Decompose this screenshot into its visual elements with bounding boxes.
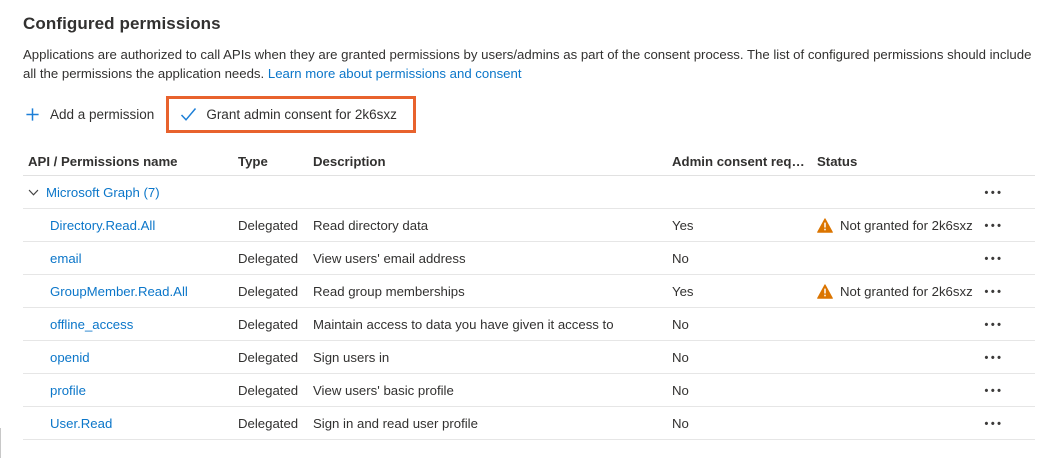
header-description: Description [313,153,386,169]
header-status: Status [817,153,858,169]
header-api-permissions-name: API / Permissions name [28,153,178,169]
permissions-table: API / Permissions name Type Description … [23,147,1035,440]
permission-description: View users' email address [313,250,466,266]
permission-description: Sign users in [313,349,390,365]
table-body: Directory.Read.All Delegated Read direct… [23,209,1035,440]
api-group-link[interactable]: Microsoft Graph (7) [46,184,160,200]
checkmark-icon [180,106,197,123]
page-title: Configured permissions [23,14,221,33]
permission-type: Delegated [238,316,299,332]
table-row: offline_access Delegated Maintain access… [23,308,1035,341]
permission-description: Read directory data [313,217,429,233]
table-row: GroupMember.Read.All Delegated Read grou… [23,275,1035,308]
learn-more-link[interactable]: Learn more about permissions and consent [267,66,522,81]
permission-type: Delegated [238,382,299,398]
permission-name-link[interactable]: GroupMember.Read.All [50,283,188,299]
permission-description: Maintain access to data you have given i… [313,316,614,332]
admin-consent-required-value: No [672,316,689,332]
status-cell: Not granted for 2k6sxz [817,284,977,299]
status-text: Not granted for 2k6sxz [840,283,973,299]
admin-consent-required-value: No [672,250,689,266]
pane-edge-divider [0,428,1,458]
table-row: profile Delegated View users' basic prof… [23,374,1035,407]
ellipsis-icon[interactable] [984,321,1003,328]
add-permission-label: Add a permission [50,106,155,122]
ellipsis-icon[interactable] [984,387,1003,394]
api-group-row: Microsoft Graph (7) [23,176,1035,209]
ellipsis-icon[interactable] [984,255,1003,262]
permission-name-link[interactable]: openid [50,349,90,365]
admin-consent-required-value: No [672,415,689,431]
ellipsis-icon[interactable] [984,420,1003,427]
permission-type: Delegated [238,349,299,365]
permission-name-link[interactable]: offline_access [50,316,134,332]
admin-consent-required-value: Yes [672,283,694,299]
permission-description: View users' basic profile [313,382,454,398]
description-text: Applications are authorized to call APIs… [23,45,1035,83]
ellipsis-icon[interactable] [984,288,1003,295]
add-permission-button[interactable]: Add a permission [24,106,154,123]
permission-name-link[interactable]: Directory.Read.All [50,217,156,233]
header-type: Type [238,153,268,169]
toolbar: Add a permission Grant admin consent for… [23,94,1035,134]
table-row: openid Delegated Sign users in No [23,341,1035,374]
permission-type: Delegated [238,283,299,299]
status-text: Not granted for 2k6sxz [840,217,973,233]
ellipsis-icon[interactable] [984,189,1003,196]
permission-name-link[interactable]: User.Read [50,415,113,431]
plus-icon [24,106,41,123]
admin-consent-required-value: No [672,349,689,365]
permission-name-link[interactable]: profile [50,382,86,398]
chevron-down-icon[interactable] [27,185,41,199]
admin-consent-required-value: No [672,382,689,398]
permission-name-link[interactable]: email [50,250,82,266]
table-row: Directory.Read.All Delegated Read direct… [23,209,1035,242]
admin-consent-required-value: Yes [672,217,694,233]
grant-admin-consent-button[interactable]: Grant admin consent for 2k6sxz [180,106,397,123]
warning-triangle-icon [817,217,833,233]
permission-type: Delegated [238,217,299,233]
grant-admin-consent-label: Grant admin consent for 2k6sxz [206,106,397,122]
warning-triangle-icon [817,283,833,299]
ellipsis-icon[interactable] [984,222,1003,229]
status-cell: Not granted for 2k6sxz [817,218,977,233]
permission-description: Sign in and read user profile [313,415,478,431]
header-admin-consent-required: Admin consent requ... [672,153,811,169]
ellipsis-icon[interactable] [984,354,1003,361]
permission-description: Read group memberships [313,283,465,299]
table-row: email Delegated View users' email addres… [23,242,1035,275]
table-row: User.Read Delegated Sign in and read use… [23,407,1035,440]
permission-type: Delegated [238,415,299,431]
description-body: Applications are authorized to call APIs… [23,47,1032,81]
grant-admin-consent-highlight: Grant admin consent for 2k6sxz [166,95,416,133]
permission-type: Delegated [238,250,299,266]
table-header-row: API / Permissions name Type Description … [23,147,1035,176]
